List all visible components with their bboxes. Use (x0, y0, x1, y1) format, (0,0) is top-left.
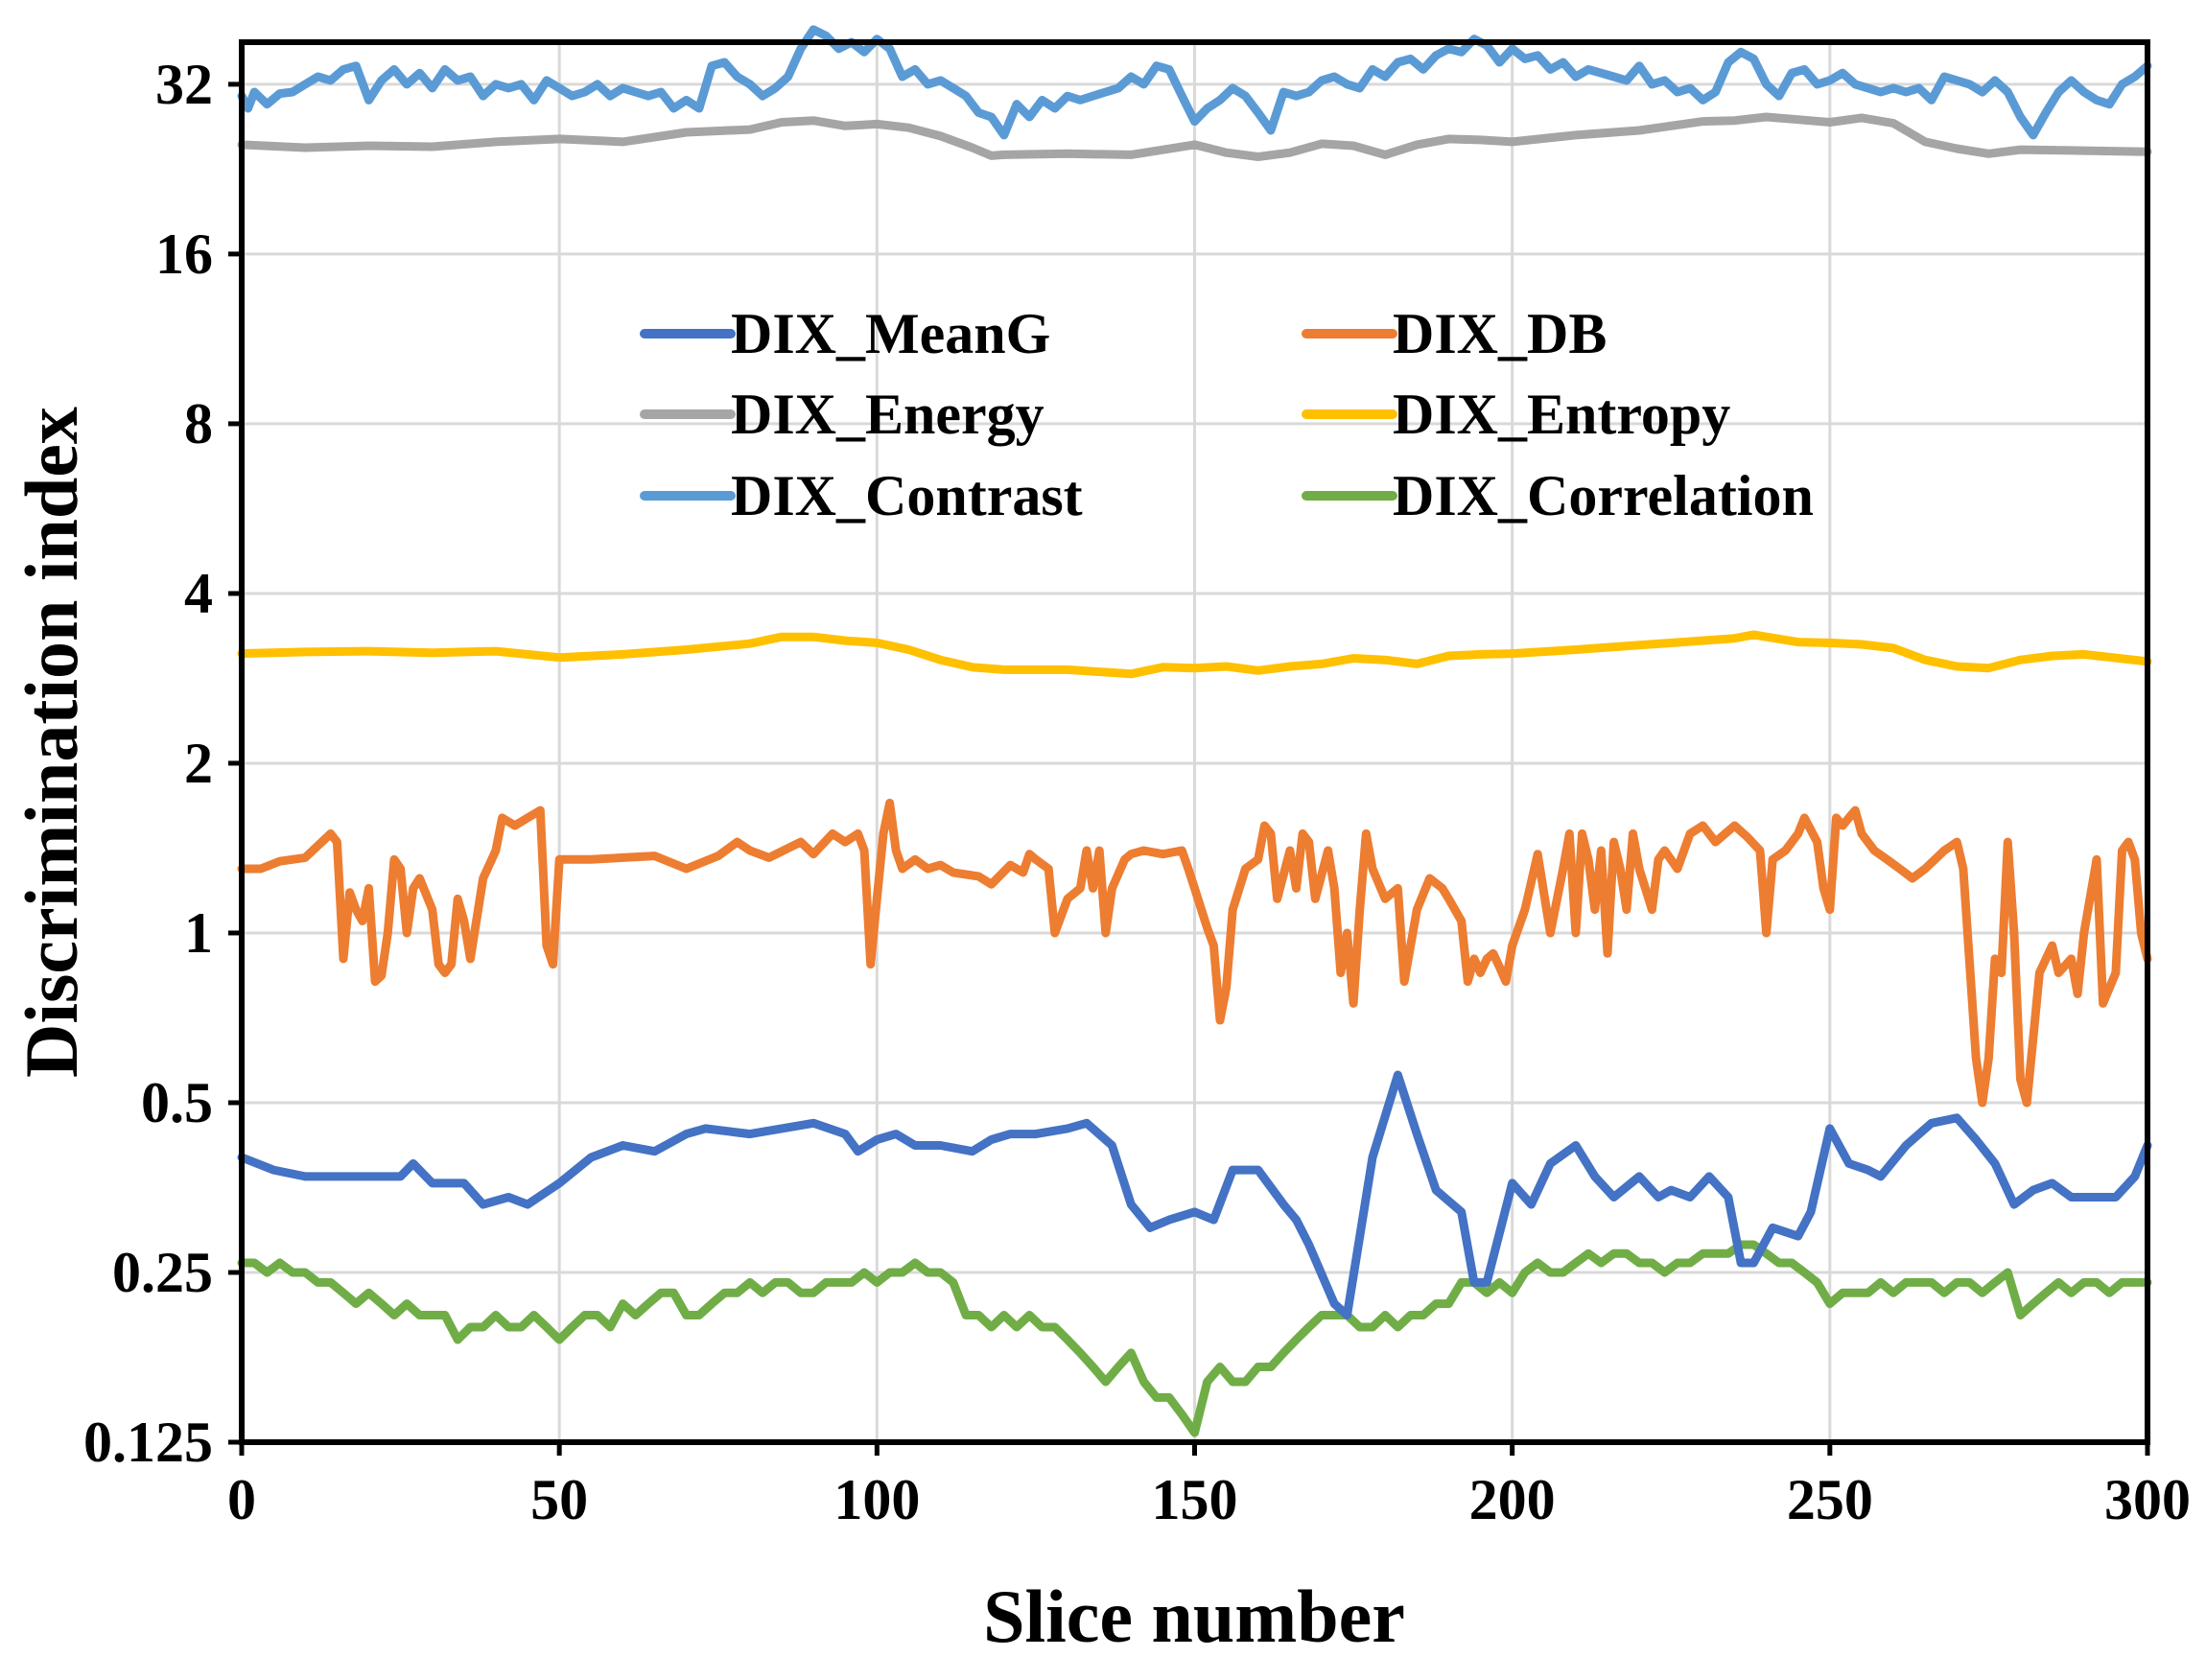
x-tick-label: 150 (1152, 1468, 1238, 1531)
legend-label-dix-entropy: DIX_Entropy (1393, 383, 1730, 446)
y-tick-label: 32 (155, 53, 213, 116)
series-line-dix-correlation (237, 1240, 2152, 1437)
series-line-dix-db (237, 798, 2152, 1108)
y-axis-title: Discrimination index (10, 407, 93, 1078)
legend: DIX_MeanG DIX_DB DIX_Energy DIX_Entropy DIX_… (640, 302, 1814, 527)
legend-label-dix-meang: DIX_MeanG (731, 302, 1050, 365)
y-tick-label: 2 (184, 732, 213, 795)
x-tick-label: 200 (1469, 1468, 1556, 1531)
x-tick-label: 300 (2104, 1468, 2191, 1531)
legend-label-dix-contrast: DIX_Contrast (731, 464, 1083, 527)
x-tick-label: 100 (833, 1468, 920, 1531)
legend-label-dix-db: DIX_DB (1393, 302, 1607, 365)
series-line-dix-meang (237, 1070, 2152, 1319)
y-tick-label: 8 (184, 392, 213, 455)
x-tick-label: 250 (1787, 1468, 1873, 1531)
x-tick-label: 0 (227, 1468, 256, 1531)
series-line-dix-contrast (237, 25, 2152, 140)
y-tick-label: 16 (155, 222, 213, 286)
y-tick-label: 1 (184, 901, 213, 965)
y-tick-label: 0.5 (141, 1071, 213, 1134)
axis-ticks: 0 50 100 150 200 250 300 0.125 0.25 0.5 1 2 4 8 16 32 (83, 53, 2191, 1531)
gridlines (242, 42, 2147, 1442)
x-axis-title: Slice number (983, 1575, 1405, 1658)
y-tick-label: 4 (184, 562, 213, 625)
series-layer (237, 25, 2152, 1437)
series-line-dix-entropy (237, 630, 2152, 679)
legend-label-dix-correlation: DIX_Correlation (1393, 464, 1814, 527)
series-line-dix-energy (237, 112, 2152, 161)
legend-label-dix-energy: DIX_Energy (731, 383, 1044, 446)
x-tick-label: 50 (530, 1468, 588, 1531)
y-tick-label: 0.25 (112, 1241, 213, 1304)
y-tick-label: 0.125 (83, 1411, 213, 1474)
